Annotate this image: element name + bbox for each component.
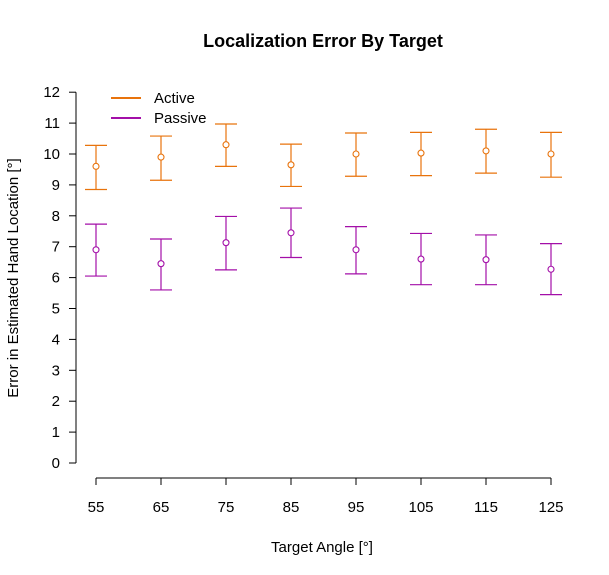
data-point xyxy=(482,256,490,264)
x-tick-label: 85 xyxy=(283,499,300,516)
y-tick-label: 5 xyxy=(52,301,60,318)
data-point xyxy=(92,246,100,254)
data-point xyxy=(287,229,295,237)
x-tick-label: 75 xyxy=(218,499,235,516)
data-point xyxy=(157,153,165,161)
y-tick-label: 11 xyxy=(44,115,60,132)
x-tick-label: 115 xyxy=(474,499,498,516)
y-tick-label: 0 xyxy=(52,455,60,472)
series-passive xyxy=(85,207,562,296)
x-tick-label: 125 xyxy=(538,499,563,516)
y-tick-label: 7 xyxy=(52,239,60,256)
y-tick-label: 1 xyxy=(52,424,60,441)
legend-label: Active xyxy=(154,90,195,107)
legend: Active Passive xyxy=(111,90,207,127)
y-tick-label: 3 xyxy=(52,362,60,379)
data-point xyxy=(157,260,165,268)
chart-title: Localization Error By Target xyxy=(203,31,443,51)
y-tick-label: 6 xyxy=(52,270,60,287)
y-tick-label: 9 xyxy=(52,177,60,194)
y-tick-label: 8 xyxy=(52,208,60,225)
data-point xyxy=(547,265,555,273)
series-layer xyxy=(85,123,562,296)
data-point xyxy=(547,150,555,158)
data-point xyxy=(222,141,230,149)
y-tick-label: 2 xyxy=(52,393,60,410)
series-active xyxy=(85,123,562,191)
y-tick-label: 4 xyxy=(52,331,60,348)
data-point xyxy=(287,161,295,169)
data-point xyxy=(417,255,425,263)
x-tick-label: 95 xyxy=(348,499,365,516)
x-tick-label: 65 xyxy=(153,499,170,516)
data-point xyxy=(417,149,425,157)
y-tick-label: 12 xyxy=(43,84,60,101)
data-point xyxy=(352,150,360,158)
y-tick-label: 10 xyxy=(43,146,60,163)
data-point xyxy=(352,246,360,254)
x-tick-label: 55 xyxy=(88,499,105,516)
data-point xyxy=(92,162,100,170)
y-axis-label: Error in Estimated Hand Location [°] xyxy=(5,158,22,397)
x-axis-label: Target Angle [°] xyxy=(271,539,373,556)
data-point xyxy=(222,239,230,247)
data-point xyxy=(482,147,490,155)
legend-label: Passive xyxy=(154,110,207,127)
x-tick-label: 105 xyxy=(408,499,433,516)
